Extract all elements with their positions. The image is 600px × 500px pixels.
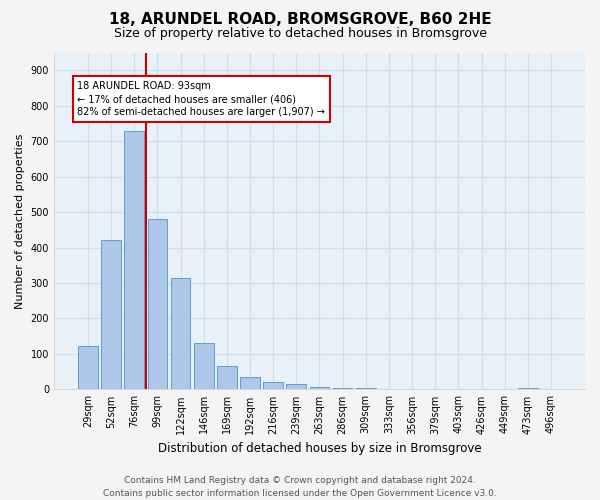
Text: 18 ARUNDEL ROAD: 93sqm
← 17% of detached houses are smaller (406)
82% of semi-de: 18 ARUNDEL ROAD: 93sqm ← 17% of detached… xyxy=(77,81,325,118)
Bar xyxy=(101,240,121,390)
Bar xyxy=(78,346,98,390)
Text: Contains HM Land Registry data © Crown copyright and database right 2024.
Contai: Contains HM Land Registry data © Crown c… xyxy=(103,476,497,498)
Bar xyxy=(170,278,190,390)
Bar xyxy=(356,388,376,390)
Text: Size of property relative to detached houses in Bromsgrove: Size of property relative to detached ho… xyxy=(113,28,487,40)
Y-axis label: Number of detached properties: Number of detached properties xyxy=(15,134,25,308)
Bar xyxy=(240,377,260,390)
X-axis label: Distribution of detached houses by size in Bromsgrove: Distribution of detached houses by size … xyxy=(158,442,481,455)
Bar xyxy=(124,130,144,390)
Bar xyxy=(217,366,236,390)
Text: 18, ARUNDEL ROAD, BROMSGROVE, B60 2HE: 18, ARUNDEL ROAD, BROMSGROVE, B60 2HE xyxy=(109,12,491,28)
Bar xyxy=(333,388,352,390)
Bar xyxy=(518,388,538,390)
Bar xyxy=(286,384,306,390)
Bar xyxy=(310,386,329,390)
Bar xyxy=(194,344,214,390)
Bar xyxy=(148,219,167,390)
Bar xyxy=(379,388,399,390)
Bar xyxy=(263,382,283,390)
